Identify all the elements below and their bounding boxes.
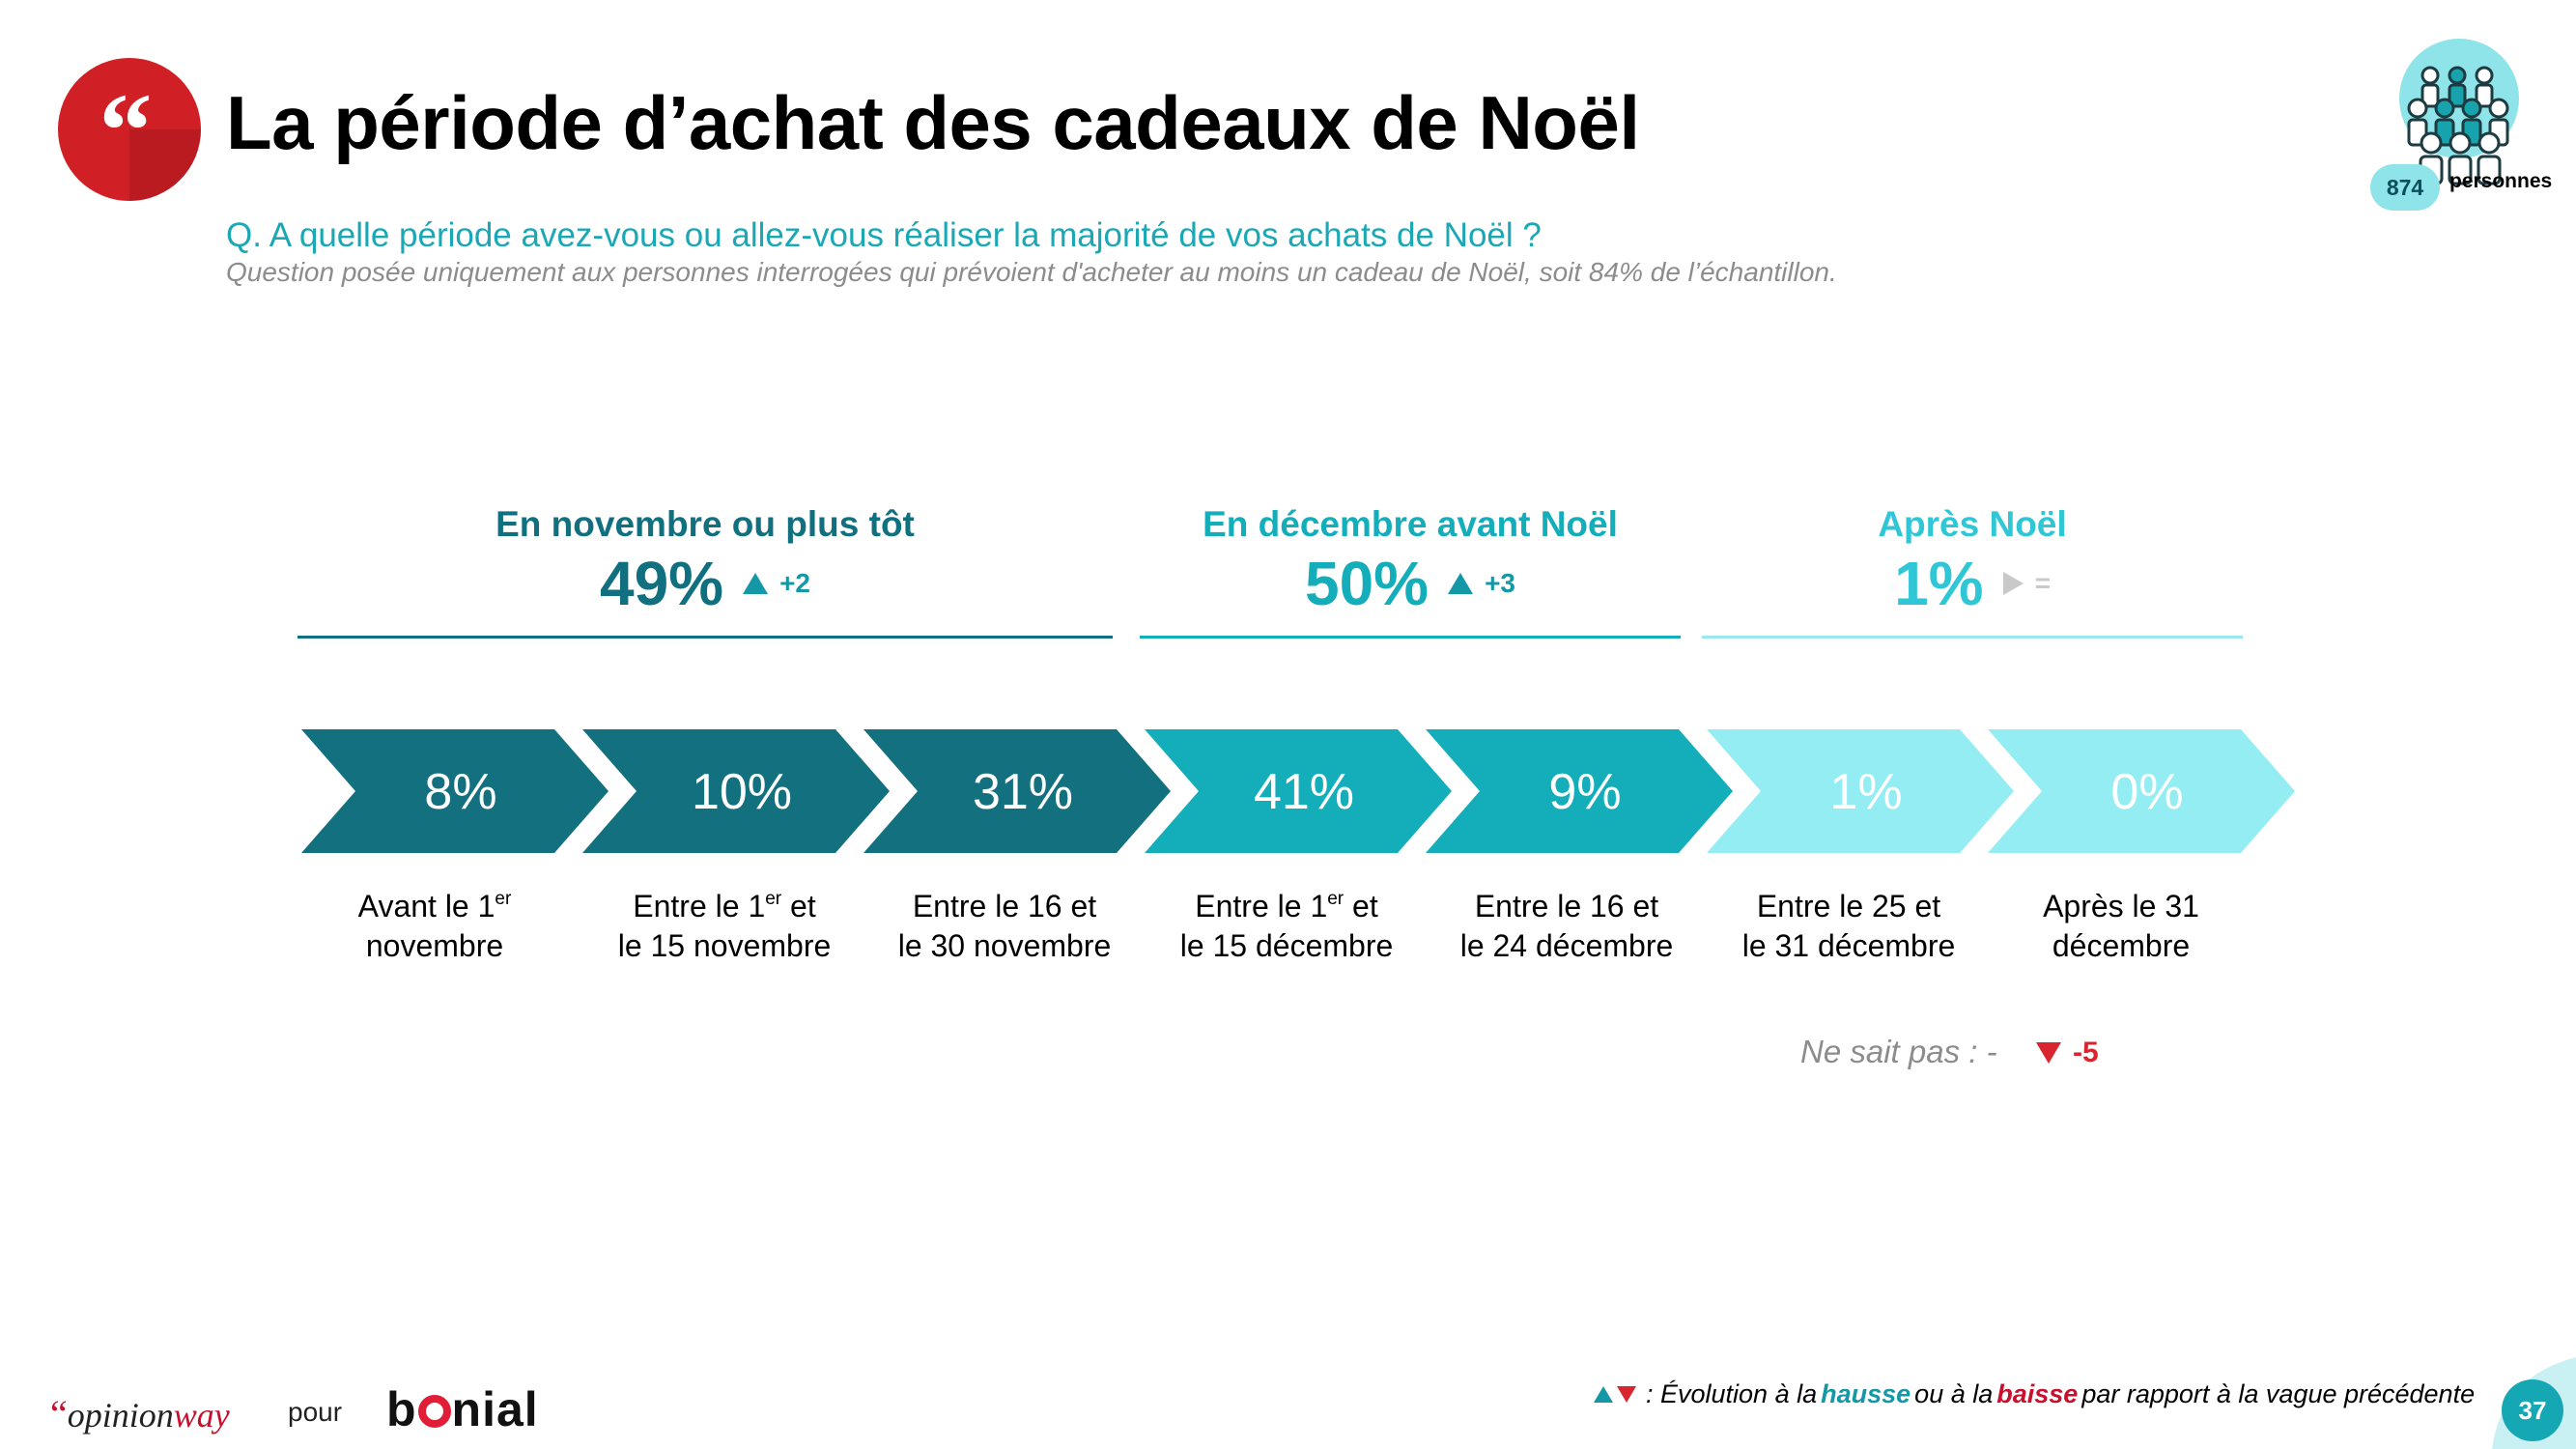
quote-logo-icon: “ (58, 58, 201, 201)
triangle-down-icon (1617, 1386, 1636, 1403)
group-header-novembre: En novembre ou plus tôt 49% +2 (297, 504, 1113, 614)
period-chevron (863, 729, 1171, 853)
triangle-right-icon (2002, 572, 2024, 595)
group-value: 49% (599, 549, 724, 618)
triangle-up-icon (1448, 573, 1474, 594)
group-rule-novembre (297, 636, 1113, 639)
period-label: Avant le 1er novembre (357, 889, 512, 963)
group-delta: = (2034, 568, 2051, 598)
group-delta: +2 (779, 568, 811, 598)
period-label: Après le 31 décembre (2043, 889, 2199, 963)
triangle-up-icon (743, 573, 769, 594)
group-label: En novembre ou plus tôt (495, 504, 915, 544)
page-title: La période d’achat des cadeaux de Noël (226, 80, 1640, 165)
group-header-decembre: En décembre avant Noël 50% +3 (1140, 504, 1681, 614)
period-chevron (1426, 729, 1733, 853)
group-value: 1% (1894, 549, 1984, 618)
ne-sait-pas-delta: -5 (2073, 1037, 2099, 1068)
group-label: Après Noël (1878, 504, 2067, 544)
opinionway-logo: “opinionway (50, 1392, 230, 1435)
period-value: 8% (424, 764, 496, 820)
question-text: Q. A quelle période avez-vous ou allez-v… (226, 216, 1542, 254)
sample-label: personnes (2449, 170, 2553, 192)
group-header-apres-noel: Après Noël 1% = (1702, 504, 2243, 614)
period-chevron (582, 729, 890, 853)
question-note: Question posée uniquement aux personnes … (226, 257, 1837, 287)
group-label: En décembre avant Noël (1203, 504, 1618, 544)
triangle-up-icon (1594, 1386, 1613, 1403)
period-chevrons: 8% 10% 31% 41% 9% 1% 0% (301, 729, 2295, 853)
svg-text:“: “ (99, 71, 153, 189)
ne-sait-pas-label: Ne sait pas : - (1800, 1034, 1997, 1069)
page-number: 37 (2502, 1379, 2563, 1441)
period-chevron (1145, 729, 1452, 853)
period-label: Entre le 25 et le 31 décembre (1741, 889, 1956, 963)
period-label: Entre le 1er et le 15 décembre (1179, 889, 1394, 963)
sample-count-badge: 874 (2370, 164, 2440, 211)
group-rule-apres-noel (1702, 636, 2243, 639)
trend-down-indicator: -5 (2036, 1037, 2099, 1069)
period-chevron (1707, 729, 2014, 853)
period-value: 9% (1548, 764, 1621, 820)
period-label: Entre le 1er et le 15 novembre (617, 889, 832, 963)
period-value: 41% (1254, 764, 1354, 820)
period-value: 1% (1829, 764, 1902, 820)
group-delta: +3 (1485, 568, 1516, 598)
period-value: 31% (973, 764, 1073, 820)
group-rule-decembre (1140, 636, 1681, 639)
period-chevron (1988, 729, 2295, 853)
triangle-down-icon (2036, 1042, 2061, 1064)
trend-up-indicator: +2 (743, 568, 810, 599)
group-value: 50% (1304, 549, 1430, 618)
footer-pour: pour (288, 1397, 343, 1427)
period-value: 0% (2110, 764, 2183, 820)
trend-stable-indicator: = (2002, 568, 2051, 599)
bonial-logo: b nial (386, 1382, 539, 1436)
trend-legend: : Évolution à la hausse ou à la baisse p… (1594, 1379, 2475, 1409)
period-label: Entre le 16 et le 30 novembre (897, 889, 1112, 963)
period-value: 10% (692, 764, 792, 820)
period-chevron (301, 729, 609, 853)
trend-up-indicator: +3 (1448, 568, 1515, 599)
period-label: Entre le 16 et le 24 décembre (1459, 889, 1674, 963)
